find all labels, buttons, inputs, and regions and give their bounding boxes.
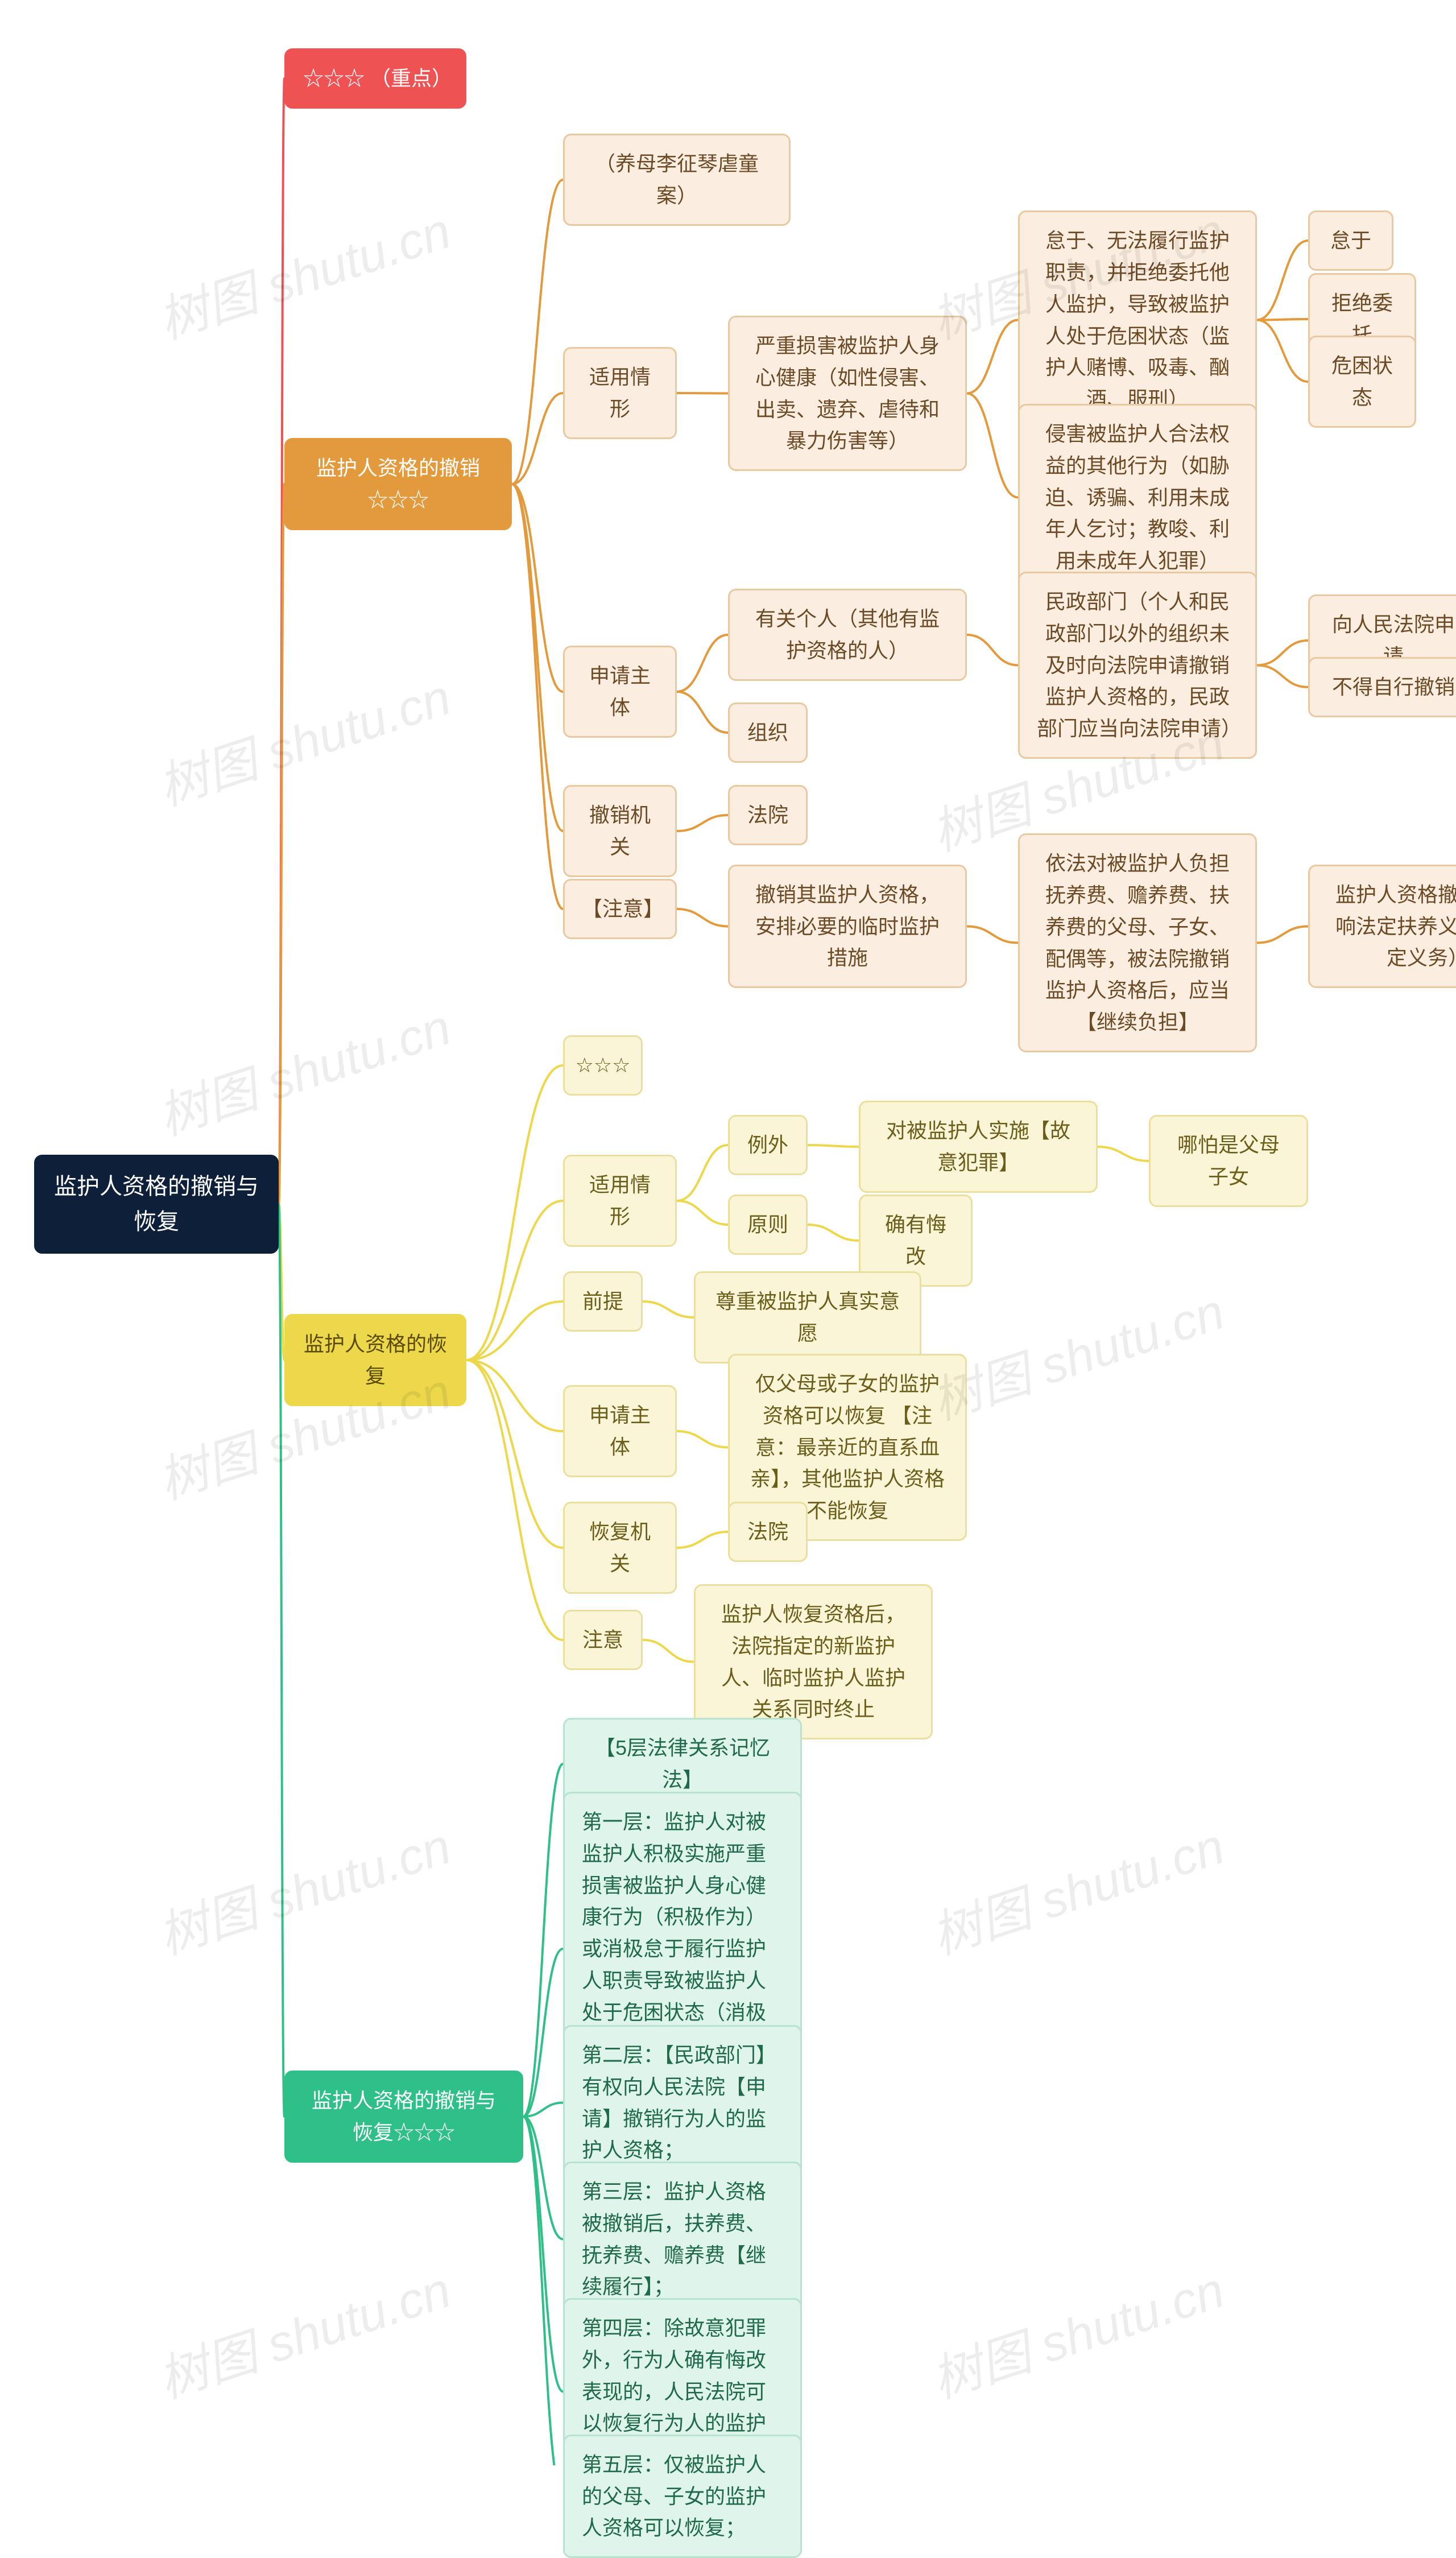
- edge: [523, 1764, 563, 2117]
- node-b3c2[interactable]: 第二层：【民政部门】有权向人民法院【申请】撤销行为人的监护人资格；: [563, 2025, 802, 2180]
- node-b2c5[interactable]: 注意: [563, 1610, 643, 1670]
- branch-b0[interactable]: ☆☆☆ （重点）: [284, 48, 466, 109]
- node-b2c2a[interactable]: 尊重被监护人真实意愿: [694, 1271, 921, 1363]
- edge: [677, 1431, 728, 1448]
- edge: [279, 1204, 284, 2117]
- edge: [523, 2117, 563, 2239]
- edge: [1257, 666, 1308, 688]
- watermark: 树图 shutu.cn: [148, 1806, 458, 1969]
- edge: [466, 1360, 563, 1548]
- edge: [677, 1532, 728, 1548]
- edge: [677, 1201, 728, 1225]
- branch-b2[interactable]: 监护人资格的恢复: [284, 1314, 466, 1406]
- node-b1c2a1y[interactable]: 不得自行撤销: [1308, 657, 1456, 717]
- watermark: 树图 shutu.cn: [148, 2250, 458, 2412]
- node-b1c4a1[interactable]: 依法对被监护人负担抚养费、赡养费、扶养费的父母、子女、配偶等，被法院撤销监护人资…: [1018, 833, 1257, 1052]
- watermark: 树图 shutu.cn: [921, 2250, 1232, 2412]
- edge: [967, 320, 1018, 394]
- node-b2c2[interactable]: 前提: [563, 1271, 643, 1332]
- watermark: 树图 shutu.cn: [921, 1271, 1232, 1434]
- edge: [523, 1949, 563, 2117]
- node-b1c1a2[interactable]: 侵害被监护人合法权益的其他行为（如胁迫、诱骗、利用未成年人乞讨；教唆、利用未成年…: [1018, 404, 1257, 591]
- edge: [643, 1640, 694, 1662]
- node-b1c2[interactable]: 申请主体: [563, 646, 677, 738]
- node-b1c0[interactable]: （养母李征琴虐童案）: [563, 134, 791, 226]
- node-b2c4[interactable]: 恢复机关: [563, 1502, 677, 1594]
- node-b2c1b[interactable]: 原则: [728, 1195, 808, 1255]
- root-node[interactable]: 监护人资格的撤销与恢复: [34, 1155, 279, 1254]
- edge: [967, 394, 1018, 498]
- node-b1c3a[interactable]: 法院: [728, 785, 808, 845]
- edge: [1257, 640, 1308, 666]
- edge: [967, 635, 1018, 666]
- edge: [677, 1145, 728, 1201]
- edge: [808, 1145, 859, 1147]
- edge: [466, 1065, 563, 1360]
- edge: [808, 1225, 859, 1241]
- edge: [1257, 320, 1308, 382]
- node-b3c5[interactable]: 第五层：仅被监护人的父母、子女的监护人资格可以恢复；: [563, 2435, 802, 2558]
- edge: [643, 1301, 694, 1317]
- edge: [512, 393, 563, 484]
- watermark: 树图 shutu.cn: [921, 1806, 1232, 1969]
- edge: [466, 1360, 563, 1640]
- edge: [677, 909, 728, 927]
- edge: [1098, 1147, 1149, 1161]
- node-b3c3[interactable]: 第三层：监护人资格被撤销后，扶养费、抚养费、赡养费【继续履行】；: [563, 2162, 802, 2317]
- edge: [512, 180, 563, 484]
- node-b2c1a[interactable]: 例外: [728, 1115, 808, 1175]
- edge: [512, 484, 563, 909]
- node-b2c4a[interactable]: 法院: [728, 1502, 808, 1562]
- edge: [523, 2117, 563, 2465]
- node-b1c4[interactable]: 【注意】: [563, 879, 677, 939]
- edge: [523, 2117, 563, 2392]
- edge: [677, 692, 728, 733]
- node-b1c4a[interactable]: 撤销其监护人资格，安排必要的临时监护措施: [728, 865, 967, 988]
- edge: [466, 1360, 563, 1431]
- mindmap-canvas: 监护人资格的撤销与恢复☆☆☆ （重点）监护人资格的撤销☆☆☆监护人资格的恢复监护…: [0, 0, 1456, 2465]
- node-b1c1a1x[interactable]: 怠于: [1308, 210, 1393, 271]
- node-b1c1a[interactable]: 严重损害被监护人身心健康（如性侵害、出卖、遗弃、虐待和暴力伤害等）: [728, 316, 967, 471]
- edge: [677, 393, 728, 394]
- node-b1c2a1[interactable]: 民政部门（个人和民政部门以外的组织未及时向法院申请撤销监护人资格的，民政部门应当…: [1018, 572, 1257, 759]
- node-b1c4a1x[interactable]: 监护人资格撤销不影响法定扶养义务（法定义务）: [1308, 865, 1456, 988]
- node-b1c2b[interactable]: 组织: [728, 702, 808, 763]
- node-b2c3[interactable]: 申请主体: [563, 1385, 677, 1477]
- branch-b3[interactable]: 监护人资格的撤销与恢复☆☆☆: [284, 2071, 523, 2163]
- edge: [512, 484, 563, 831]
- edge: [523, 2103, 563, 2117]
- branch-b1[interactable]: 监护人资格的撤销☆☆☆: [284, 438, 512, 530]
- edge: [279, 78, 284, 1204]
- node-b1c1[interactable]: 适用情形: [563, 347, 677, 439]
- node-b2c1[interactable]: 适用情形: [563, 1155, 677, 1247]
- edge: [677, 815, 728, 831]
- node-b2c1a1x[interactable]: 哪怕是父母子女: [1149, 1115, 1308, 1207]
- edge: [1257, 927, 1308, 943]
- edge: [279, 1204, 284, 1360]
- watermark: 树图 shutu.cn: [148, 987, 458, 1150]
- edge: [967, 927, 1018, 943]
- node-b1c3[interactable]: 撤销机关: [563, 785, 677, 877]
- node-b1c1a1z[interactable]: 危困状态: [1308, 336, 1416, 428]
- node-b2c5a[interactable]: 监护人恢复资格后，法院指定的新监护人、临时监护人监护关系同时终止: [694, 1584, 933, 1739]
- edge: [677, 635, 728, 692]
- watermark: 树图 shutu.cn: [148, 191, 458, 353]
- edge: [512, 484, 563, 692]
- node-b1c2a[interactable]: 有关个人（其他有监护资格的人）: [728, 589, 967, 681]
- node-b2c1a1[interactable]: 对被监护人实施【故意犯罪】: [859, 1101, 1098, 1193]
- edge: [466, 1301, 563, 1360]
- edge: [279, 484, 284, 1204]
- edge: [1257, 319, 1308, 320]
- node-b1c1a1[interactable]: 怠于、无法履行监护职责，并拒绝委托他人监护，导致被监护人处于危困状态（监护人赌博…: [1018, 210, 1257, 429]
- edge: [466, 1201, 563, 1360]
- watermark: 树图 shutu.cn: [148, 657, 458, 820]
- node-b2c0[interactable]: ☆☆☆: [563, 1035, 643, 1096]
- edge: [1257, 241, 1308, 320]
